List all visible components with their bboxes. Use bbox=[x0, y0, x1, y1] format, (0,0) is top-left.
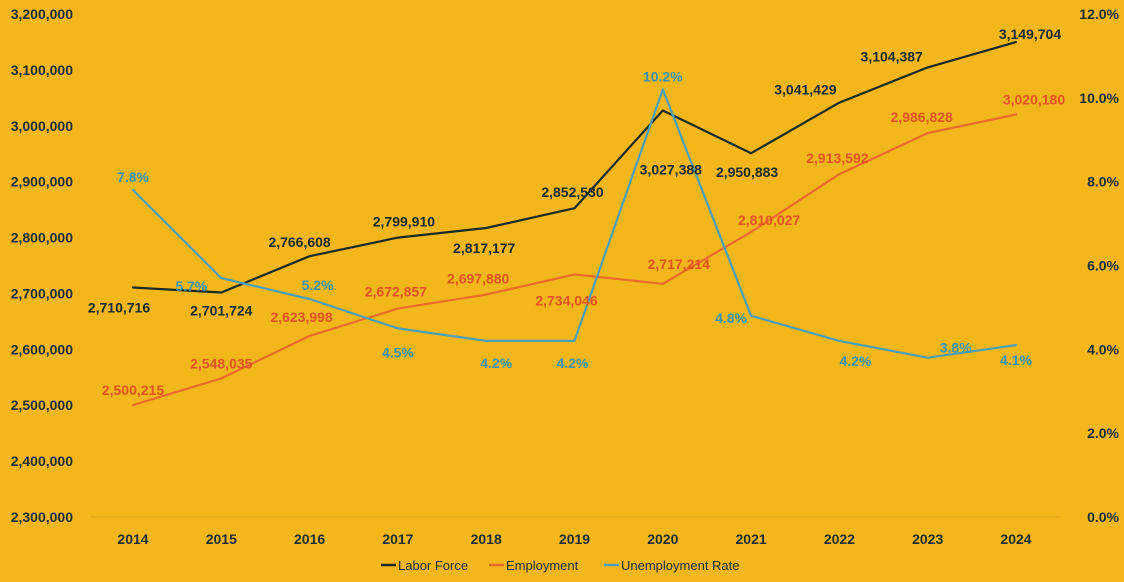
data-label-employment: 2,913,592 bbox=[806, 150, 868, 166]
data-label-unemployment-rate: 10.2% bbox=[643, 68, 683, 84]
data-label-unemployment-rate: 4.5% bbox=[382, 344, 414, 360]
left-axis-tick-label: 2,600,000 bbox=[11, 341, 73, 357]
x-axis-tick-label: 2019 bbox=[559, 531, 590, 547]
data-label-unemployment-rate: 3.8% bbox=[940, 340, 972, 356]
data-label-labor-force: 3,149,704 bbox=[999, 26, 1061, 42]
left-axis-tick-label: 2,900,000 bbox=[11, 174, 73, 190]
legend-label: Labor Force bbox=[398, 558, 468, 573]
data-label-labor-force: 3,104,387 bbox=[861, 48, 923, 64]
data-label-labor-force: 2,701,724 bbox=[190, 303, 252, 319]
x-axis-tick-label: 2015 bbox=[206, 531, 237, 547]
data-label-employment: 2,623,998 bbox=[270, 309, 332, 325]
data-label-labor-force: 2,799,910 bbox=[373, 214, 435, 230]
data-label-employment: 2,672,857 bbox=[365, 284, 427, 300]
series-line-labor-force bbox=[131, 40, 1018, 294]
data-label-employment: 2,500,215 bbox=[102, 382, 164, 398]
left-axis-tick-label: 2,300,000 bbox=[11, 509, 73, 525]
data-label-labor-force: 2,766,608 bbox=[268, 234, 330, 250]
left-axis-tick-label: 3,100,000 bbox=[11, 62, 73, 78]
data-label-unemployment-rate: 5.2% bbox=[302, 277, 334, 293]
x-axis-tick-label: 2022 bbox=[824, 531, 855, 547]
right-axis-tick-label: 8.0% bbox=[1087, 174, 1119, 190]
series-line-unemployment-rate bbox=[131, 88, 1018, 359]
legend: Labor Force Employment Unemployment Rate bbox=[381, 558, 740, 573]
data-label-unemployment-rate: 4.2% bbox=[839, 353, 871, 369]
right-axis-tick-label: 2.0% bbox=[1087, 425, 1119, 441]
left-axis-tick-label: 3,000,000 bbox=[11, 118, 73, 134]
right-axis-tick-label: 4.0% bbox=[1087, 341, 1119, 357]
data-label-labor-force: 2,852,530 bbox=[541, 184, 603, 200]
left-axis-tick-label: 2,500,000 bbox=[11, 397, 73, 413]
x-axis-tick-label: 2023 bbox=[912, 531, 943, 547]
data-label-labor-force: 2,817,177 bbox=[453, 240, 515, 256]
data-label-unemployment-rate: 5.7% bbox=[175, 278, 207, 294]
data-label-unemployment-rate: 4.8% bbox=[715, 310, 747, 326]
left-axis-tick-label: 3,200,000 bbox=[11, 6, 73, 22]
x-axis-tick-label: 2014 bbox=[117, 531, 148, 547]
legend-label: Employment bbox=[506, 558, 579, 573]
left-axis: 2,300,000 2,400,000 2,500,000 2,600,000 2,70… bbox=[11, 6, 73, 525]
x-axis-tick-label: 2018 bbox=[471, 531, 502, 547]
data-label-unemployment-rate: 7.8% bbox=[117, 169, 149, 185]
data-label-labor-force: 3,041,429 bbox=[774, 82, 836, 98]
right-axis-tick-label: 12.0% bbox=[1079, 6, 1119, 22]
data-label-employment: 2,548,035 bbox=[190, 355, 252, 371]
x-axis-tick-label: 2024 bbox=[1000, 531, 1031, 547]
x-axis: 2014 2015 2016 2017 2018 2019 2020 2021 2022 2023… bbox=[90, 516, 1060, 547]
data-label-employment: 3,020,180 bbox=[1003, 92, 1065, 108]
data-label-labor-force: 2,950,883 bbox=[716, 164, 778, 180]
x-axis-tick-label: 2016 bbox=[294, 531, 325, 547]
right-axis-tick-label: 10.0% bbox=[1079, 90, 1119, 106]
left-axis-tick-label: 2,400,000 bbox=[11, 453, 73, 469]
legend-label: Unemployment Rate bbox=[621, 558, 740, 573]
data-label-employment: 2,697,880 bbox=[447, 271, 509, 287]
data-label-labor-force: 2,710,716 bbox=[88, 300, 150, 316]
left-axis-tick-label: 2,800,000 bbox=[11, 230, 73, 246]
right-axis: 0.0% 2.0% 4.0% 6.0% 8.0% 10.0% 12.0% bbox=[1079, 6, 1119, 525]
x-axis-tick-label: 2017 bbox=[382, 531, 413, 547]
data-label-unemployment-rate: 4.1% bbox=[1000, 352, 1032, 368]
series-labels: 2,710,716 2,701,724 2,766,608 2,799,910 2,81… bbox=[88, 26, 1065, 398]
right-axis-tick-label: 6.0% bbox=[1087, 258, 1119, 274]
data-label-employment: 2,986,828 bbox=[891, 109, 953, 125]
data-label-labor-force: 3,027,388 bbox=[640, 162, 702, 178]
series-lines bbox=[131, 40, 1018, 407]
data-label-unemployment-rate: 4.2% bbox=[557, 355, 589, 371]
x-axis-tick-label: 2021 bbox=[736, 531, 767, 547]
series-line-employment bbox=[131, 113, 1018, 407]
data-label-employment: 2,717,214 bbox=[648, 256, 710, 272]
right-axis-tick-label: 0.0% bbox=[1087, 509, 1119, 525]
left-axis-tick-label: 2,700,000 bbox=[11, 285, 73, 301]
data-label-employment: 2,734,046 bbox=[535, 292, 597, 308]
x-axis-tick-label: 2020 bbox=[647, 531, 678, 547]
data-label-employment: 2,810,027 bbox=[738, 212, 800, 228]
data-label-unemployment-rate: 4.2% bbox=[480, 355, 512, 371]
